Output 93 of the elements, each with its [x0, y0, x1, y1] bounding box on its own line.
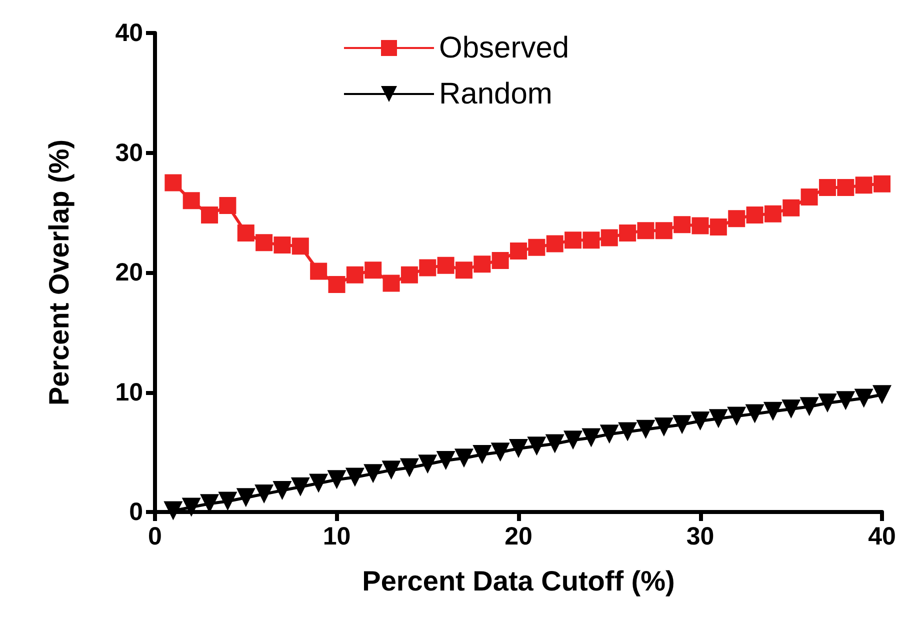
y-tick-label: 30: [115, 138, 143, 167]
point: [727, 406, 746, 426]
point: [164, 174, 182, 192]
point: [800, 397, 819, 416]
point: [582, 232, 600, 249]
point: [872, 385, 892, 404]
point: [454, 448, 474, 468]
point: [818, 178, 836, 196]
point: [836, 391, 856, 410]
x-tick-label: 0: [148, 522, 162, 550]
point: [527, 436, 546, 456]
point: [219, 196, 236, 214]
point: [272, 480, 292, 500]
point: [400, 458, 419, 478]
point: [328, 276, 346, 293]
point: [708, 409, 728, 428]
point: [292, 238, 309, 255]
point: [254, 484, 274, 504]
x-axis-title: Percent Data Cutoff (%): [362, 566, 675, 596]
point: [782, 199, 800, 216]
point: [637, 222, 654, 240]
point: [472, 445, 492, 464]
point: [582, 428, 601, 448]
point: [674, 216, 691, 234]
x-tick-label: 30: [686, 522, 714, 550]
point: [309, 474, 328, 493]
point: [618, 422, 638, 442]
point: [763, 402, 782, 421]
legend-label: Random: [439, 78, 552, 110]
y-tick-label: 20: [115, 258, 143, 286]
point: [782, 400, 801, 419]
point: [800, 188, 818, 206]
point: [400, 266, 418, 284]
point: [636, 420, 656, 439]
point: [564, 232, 582, 249]
point: [346, 266, 364, 284]
point: [854, 388, 874, 408]
point: [746, 206, 764, 224]
point: [619, 224, 636, 242]
point: [290, 477, 310, 496]
y-tick-label: 10: [115, 378, 143, 406]
x-tick-label: 20: [504, 522, 532, 550]
legend-label: Observed: [439, 32, 570, 64]
point: [490, 442, 510, 462]
point: [874, 175, 890, 192]
point: [764, 205, 782, 222]
point: [564, 430, 583, 450]
point: [690, 411, 710, 430]
point: [654, 417, 674, 436]
point: [474, 256, 491, 273]
point: [382, 274, 400, 292]
point: [600, 424, 619, 444]
point: [436, 451, 456, 470]
point: [672, 415, 692, 434]
point: [855, 176, 872, 194]
point: [218, 492, 238, 511]
point: [418, 454, 438, 474]
y-axis-title: Percent Overlap (%): [44, 139, 74, 406]
point: [327, 470, 346, 490]
point: [545, 434, 564, 454]
x-tick-label: 10: [322, 522, 351, 550]
y-tick-label: 40: [115, 19, 143, 47]
y-tick-label: 0: [129, 498, 143, 526]
point: [256, 234, 273, 252]
point: [236, 488, 256, 508]
point: [837, 178, 854, 196]
point: [655, 222, 672, 240]
point: [364, 464, 383, 484]
point: [600, 229, 618, 246]
point: [745, 404, 764, 424]
point: [528, 238, 546, 256]
point: [492, 252, 509, 270]
point: [546, 235, 564, 252]
point: [201, 206, 218, 224]
point: [818, 394, 837, 413]
point: [310, 262, 328, 280]
point: [274, 236, 291, 254]
point: [182, 192, 200, 210]
point: [164, 501, 183, 520]
point: [710, 218, 727, 236]
point: [692, 217, 709, 234]
point: [437, 256, 454, 274]
point: [382, 460, 401, 480]
point: [509, 439, 528, 458]
point: [364, 262, 382, 279]
point: [419, 259, 436, 276]
point: [510, 242, 527, 260]
point: [455, 262, 472, 279]
x-tick-label: 40: [868, 522, 896, 550]
point: [728, 210, 746, 228]
point: [182, 498, 201, 517]
point: [345, 468, 364, 487]
point: [237, 224, 254, 242]
